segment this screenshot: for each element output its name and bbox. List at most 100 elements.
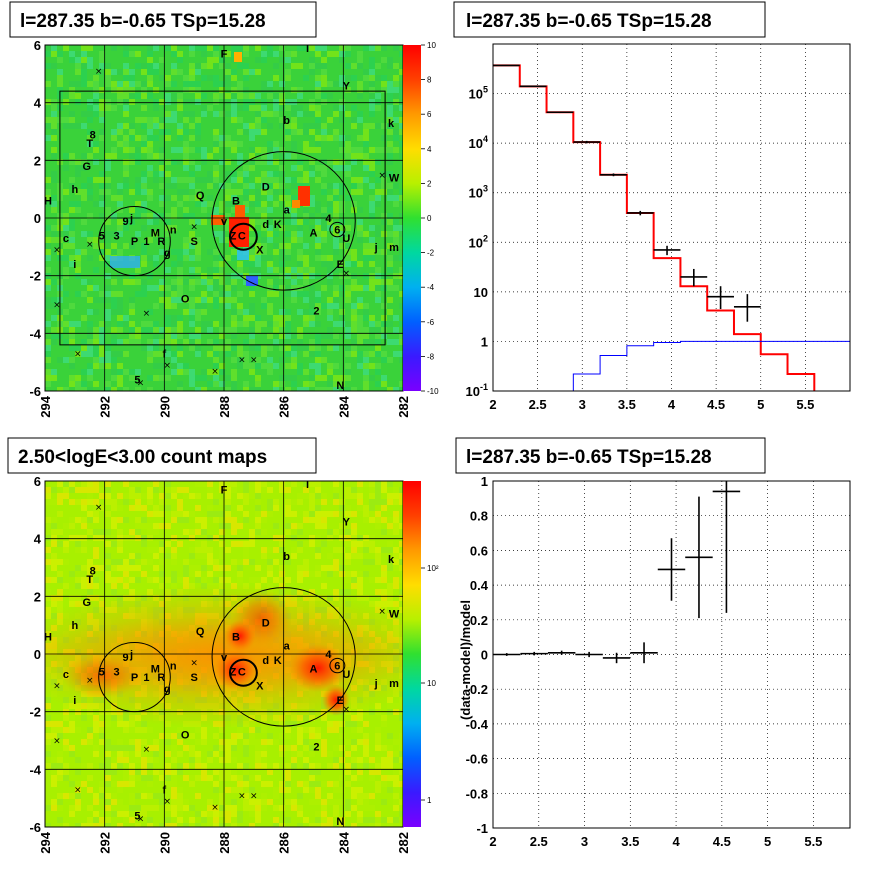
map-pixel — [339, 105, 345, 111]
map-pixel — [315, 219, 321, 225]
map-pixel — [213, 81, 219, 87]
map-pixel — [309, 159, 315, 165]
map-pixel — [375, 321, 381, 327]
map-pixel — [171, 553, 177, 559]
map-pixel — [357, 87, 363, 93]
cross-marker: × — [95, 67, 103, 77]
map-pixel — [357, 595, 363, 601]
map-pixel — [153, 739, 159, 745]
map-pixel — [105, 159, 111, 165]
map-pixel — [333, 805, 339, 811]
map-pixel — [225, 481, 231, 487]
map-pixel — [339, 231, 345, 237]
map-pixel — [387, 195, 393, 201]
map-pixel — [291, 547, 297, 553]
map-pixel — [195, 309, 201, 315]
map-pixel — [279, 823, 285, 827]
map-pixel — [183, 363, 189, 369]
map-pixel — [237, 565, 243, 571]
map-pixel — [99, 781, 105, 787]
map-pixel — [339, 51, 345, 57]
source-label: c — [63, 233, 69, 245]
map-pixel — [351, 553, 357, 559]
source-label: A — [310, 663, 318, 675]
source-circle — [329, 657, 346, 674]
source-label: 1 — [143, 236, 149, 248]
map-pixel — [87, 345, 93, 351]
map-pixel — [291, 213, 297, 219]
map-pixel — [273, 51, 279, 57]
map-pixel — [141, 763, 147, 769]
map-pixel — [135, 529, 141, 535]
map-pixel — [105, 387, 111, 391]
map-pixel — [381, 213, 387, 219]
map-pixel — [93, 727, 99, 733]
map-pixel — [81, 315, 87, 321]
map-pixel — [87, 189, 93, 195]
map-pixel — [135, 333, 141, 339]
map-pixel — [93, 583, 99, 589]
map-pixel — [87, 517, 93, 523]
map-pixel — [297, 45, 303, 51]
map-pixel — [141, 87, 147, 93]
map-pixel — [219, 481, 225, 487]
map-pixel — [75, 565, 81, 571]
map-pixel — [225, 111, 231, 117]
map-pixel — [261, 547, 267, 553]
map-pixel — [213, 51, 219, 57]
map-pixel — [387, 357, 393, 363]
map-pixel — [393, 817, 399, 823]
map-pixel — [369, 207, 375, 213]
map-pixel — [321, 219, 327, 225]
map-pixel — [369, 517, 375, 523]
map-pixel — [369, 225, 375, 231]
source-label: T — [86, 138, 93, 150]
map-pixel — [399, 141, 403, 147]
spectrum-title: l=287.35 b=-0.65 TSp=15.28 — [466, 11, 712, 32]
map-pixel — [243, 481, 249, 487]
map-pixel — [399, 213, 403, 219]
source-label: C — [238, 230, 246, 242]
map-pixel — [333, 487, 339, 493]
map-pixel — [117, 529, 123, 535]
map-pixel — [111, 517, 117, 523]
map-pixel — [399, 339, 403, 345]
map-pixel — [315, 105, 321, 111]
map-pixel — [363, 249, 369, 255]
map-pixel — [153, 333, 159, 339]
map-pixel — [87, 375, 93, 381]
map-pixel — [363, 303, 369, 309]
map-pixel — [171, 339, 177, 345]
map-pixel — [105, 577, 111, 583]
map-pixel — [243, 517, 249, 523]
map-pixel — [285, 231, 291, 237]
map-pixel — [399, 811, 403, 817]
map-pixel — [51, 541, 57, 547]
map-pixel — [189, 547, 195, 553]
map-pixel — [45, 81, 51, 87]
map-pixel — [219, 369, 225, 375]
map-pixel — [351, 577, 357, 583]
map-pixel — [141, 117, 147, 123]
residual-y-tick-label: -0.2 — [466, 682, 488, 697]
map-pixel — [117, 381, 123, 387]
map-pixel — [45, 339, 51, 345]
map-pixel — [81, 499, 87, 505]
map-pixel — [195, 129, 201, 135]
map-pixel — [189, 733, 195, 739]
cross-marker: × — [378, 607, 386, 617]
map-pixel — [399, 715, 403, 721]
map-pixel — [87, 511, 93, 517]
map-pixel — [111, 69, 117, 75]
map-pixel — [285, 123, 291, 129]
map-pixel — [327, 261, 333, 267]
map-pixel — [399, 81, 403, 87]
map-pixel — [237, 141, 243, 147]
map-pixel — [105, 769, 111, 775]
map-pixel — [99, 763, 105, 769]
map-pixel — [243, 733, 249, 739]
map-pixel — [201, 105, 207, 111]
map-pixel — [339, 787, 345, 793]
map-pixel — [333, 721, 339, 727]
map-pixel — [273, 381, 279, 387]
